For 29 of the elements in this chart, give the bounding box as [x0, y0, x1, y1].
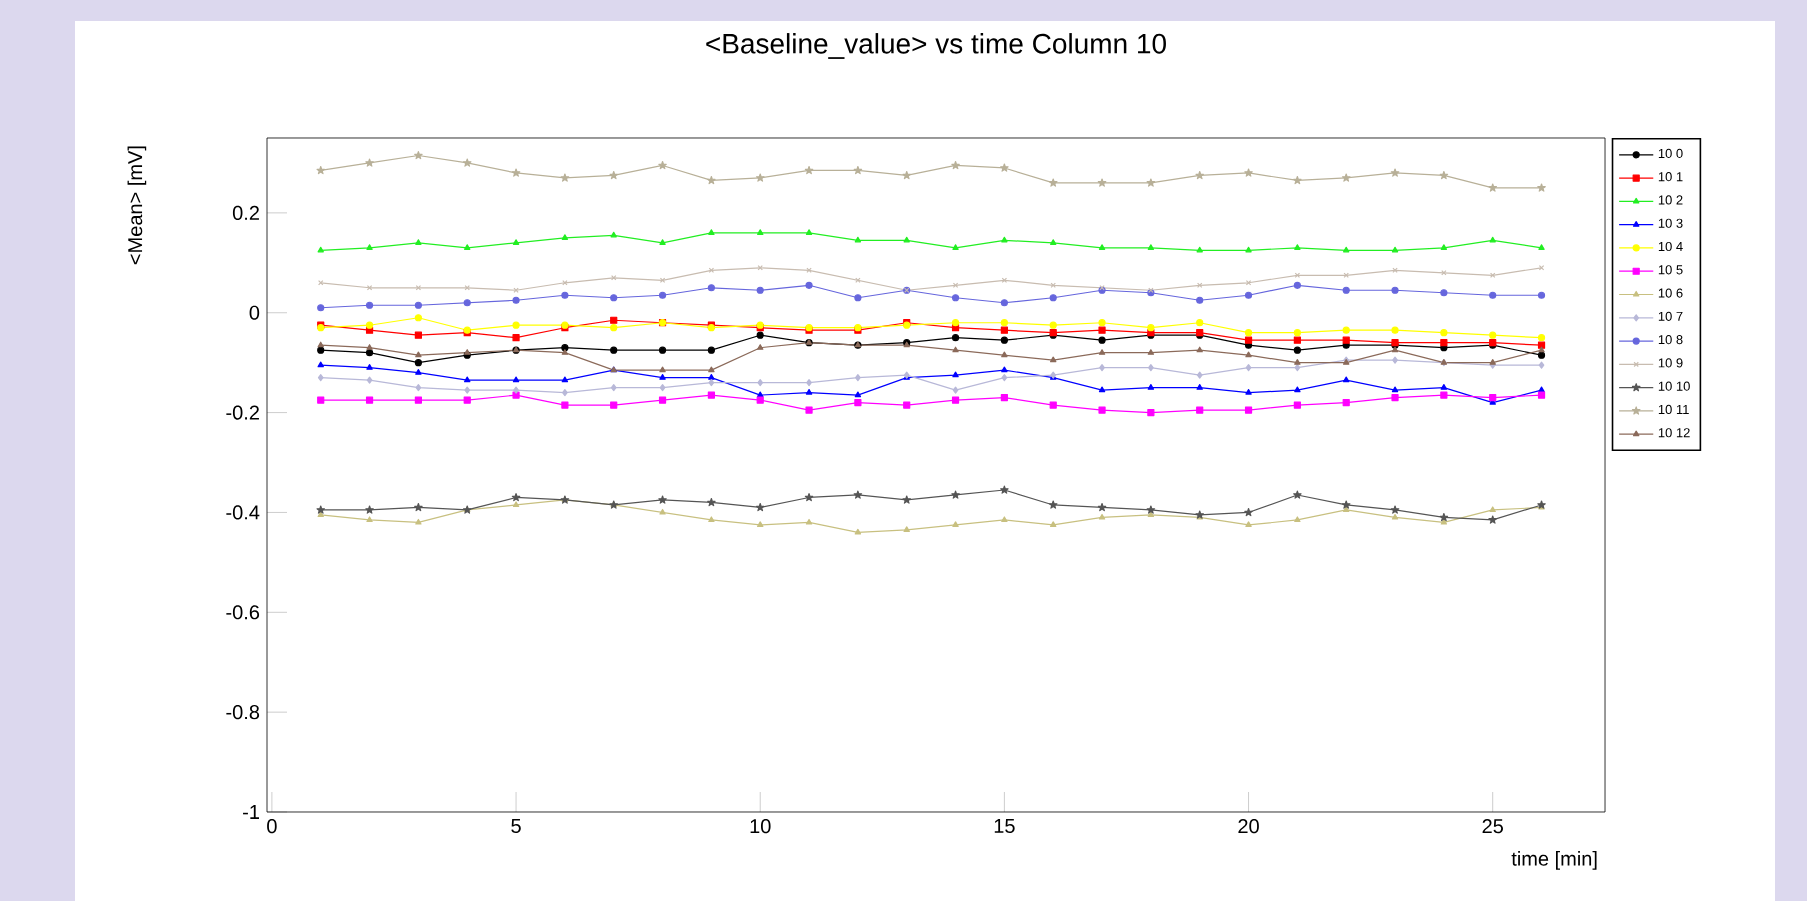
legend-label: 10 6 [1658, 288, 1683, 298]
legend-label: 10 4 [1658, 241, 1683, 252]
y-tick-label: -0.2 [226, 405, 259, 420]
y-tick-label: -1 [243, 805, 259, 819]
y-tick-label: -0.6 [226, 605, 260, 620]
legend-label: 10 11 [1658, 404, 1689, 415]
y-axis-title: <Mean> [mV] [127, 146, 147, 265]
legend-label: 10 3 [1658, 218, 1683, 228]
legend-label: 10 8 [1658, 335, 1683, 345]
y-tick-label: -0.8 [226, 705, 260, 720]
x-tick-label: 25 [1482, 819, 1503, 834]
legend-label: 10 10 [1658, 381, 1690, 391]
chart-title: <Baseline_value> vs time Column 10 [706, 33, 1166, 59]
x-tick-label: 0 [267, 819, 277, 834]
legend-label: 10 12 [1658, 428, 1690, 438]
legend-label: 10 1 [1658, 172, 1683, 182]
y-tick-label: -0.4 [226, 505, 260, 520]
x-tick-label: 15 [994, 819, 1015, 834]
legend-label: 10 9 [1658, 358, 1683, 368]
x-tick-label: 10 [750, 819, 771, 834]
legend-label: 10 0 [1658, 148, 1683, 158]
legend-label: 10 2 [1658, 195, 1683, 205]
x-tick-label: 20 [1238, 819, 1259, 834]
y-tick-label: 0 [249, 305, 260, 320]
x-tick-label: 5 [511, 819, 521, 834]
x-axis-title: time [min] [1511, 851, 1597, 870]
legend-label: 10 7 [1658, 311, 1683, 321]
y-tick-label: 0.2 [232, 205, 259, 220]
legend-label: 10 5 [1658, 265, 1683, 275]
